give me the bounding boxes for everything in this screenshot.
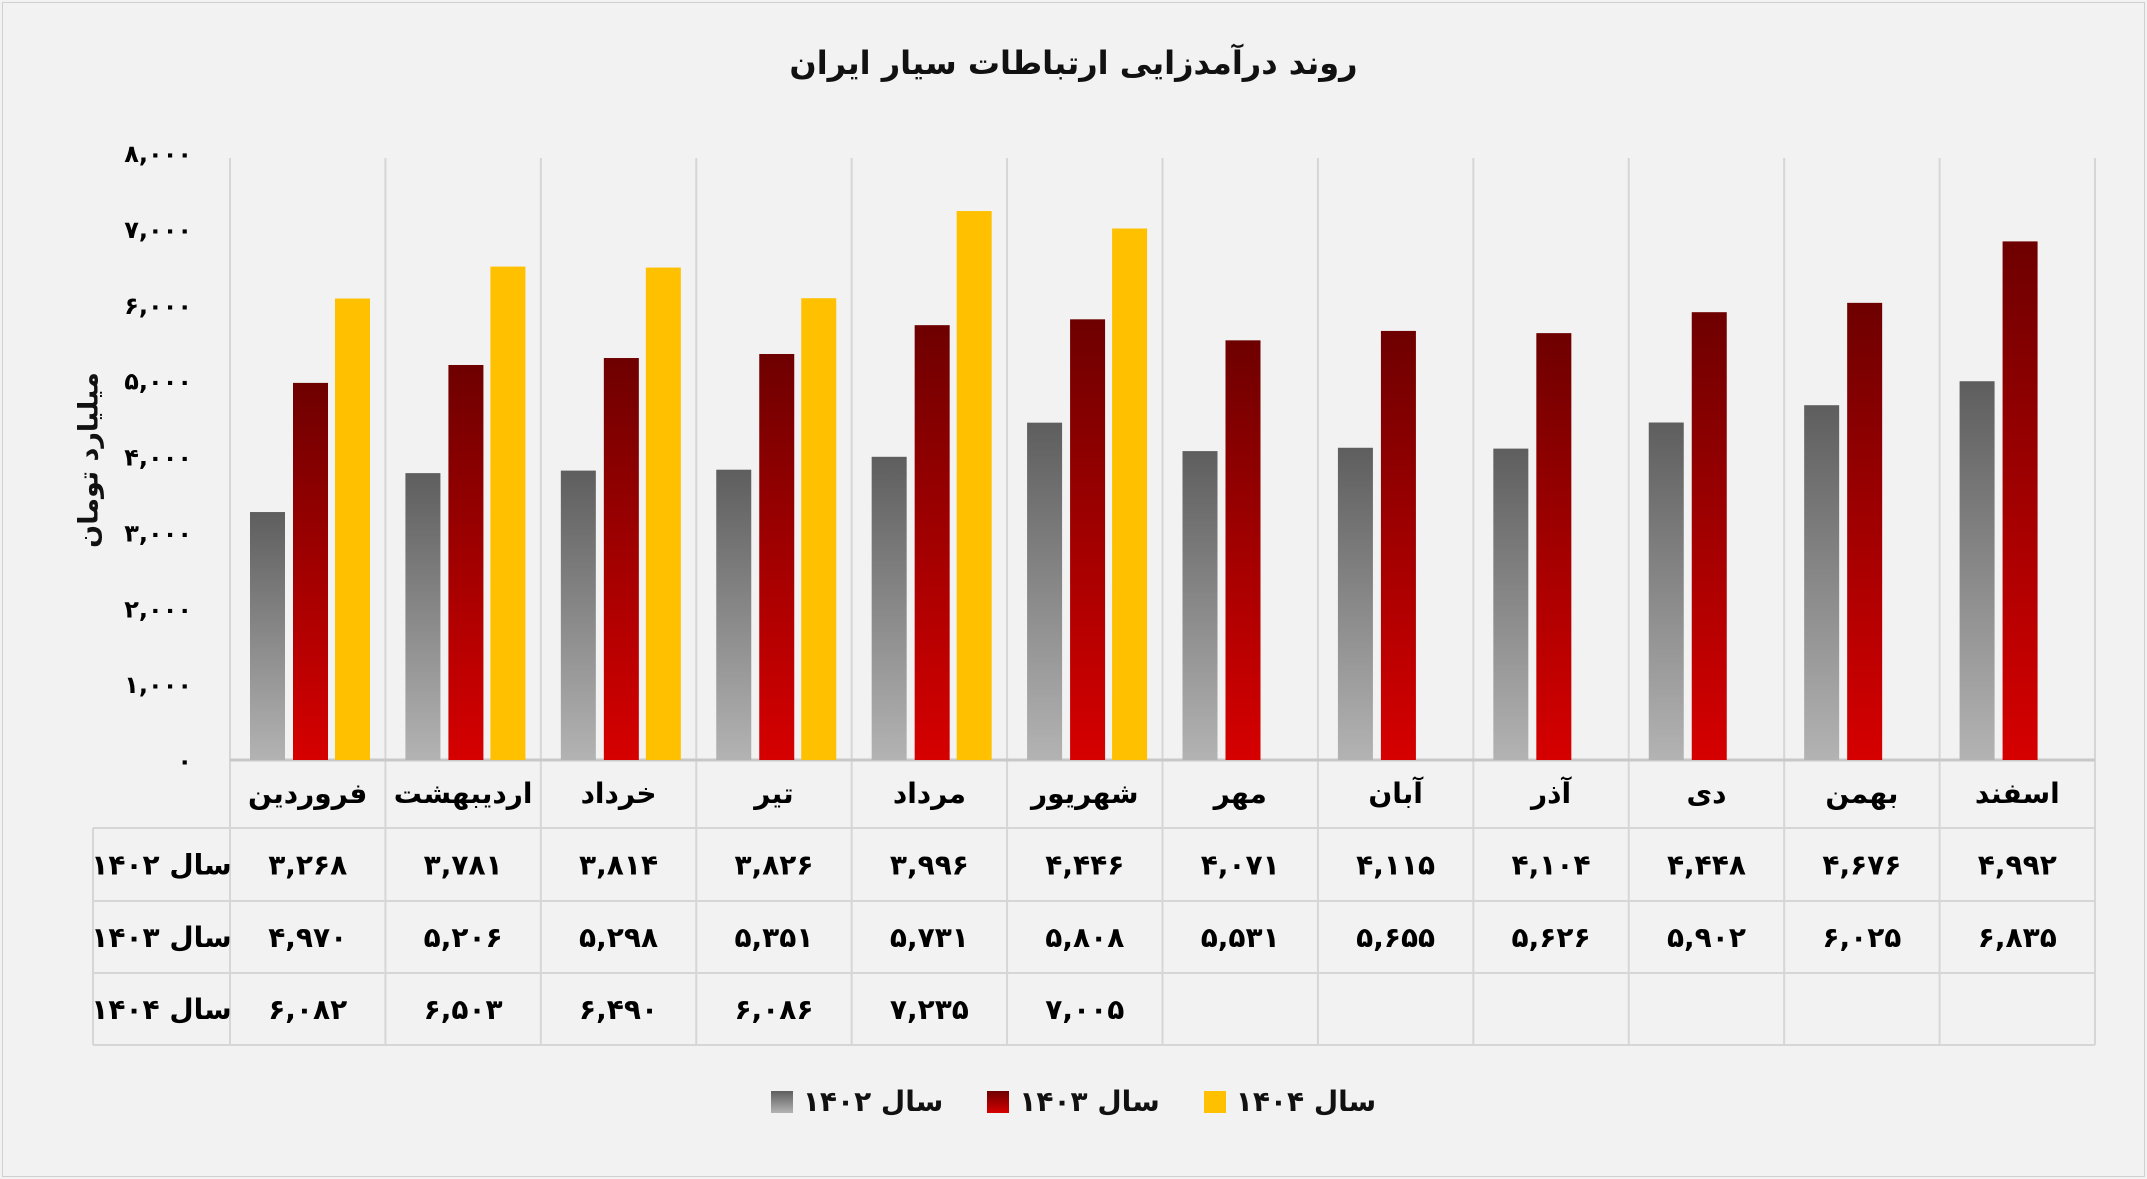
data-label: ۳,۸۲۶ [734, 849, 813, 882]
legend-label: سال ۱۴۰۴ [1235, 1085, 1377, 1118]
category-label: اردیبهشت [394, 777, 533, 810]
data-label: ۶,۴۹۰ [579, 993, 658, 1026]
data-label: ۵,۳۵۱ [734, 921, 813, 954]
data-label: ۶,۸۳۵ [1978, 921, 2057, 954]
bar-2-4 [956, 211, 992, 760]
category-label: خرداد [581, 777, 657, 810]
bar-0-6 [1182, 451, 1218, 760]
legend-label: سال ۱۴۰۲ [802, 1085, 944, 1118]
data-label: ۵,۹۰۲ [1667, 921, 1746, 954]
category-label: شهریور [1029, 777, 1139, 810]
y-tick-label: ۷,۰۰۰ [124, 216, 192, 244]
y-tick-label: ۴,۰۰۰ [124, 444, 192, 472]
bar-1-6 [1225, 340, 1261, 760]
legend: سال ۱۴۰۴ سال ۱۴۰۳ سال ۱۴۰۲ [0, 1085, 2147, 1118]
legend-swatch [770, 1090, 793, 1113]
category-label: آذر [1529, 776, 1572, 810]
y-tick-label: ۵,۰۰۰ [124, 368, 192, 396]
legend-item: سال ۱۴۰۳ [987, 1085, 1160, 1118]
bar-1-1 [448, 364, 484, 760]
bar-0-11 [1959, 381, 1995, 760]
bar-1-4 [914, 325, 950, 760]
bar-0-10 [1804, 405, 1840, 760]
data-label: ۷,۲۳۵ [890, 993, 969, 1026]
legend-item: سال ۱۴۰۴ [1203, 1085, 1377, 1118]
bar-2-2 [645, 267, 681, 760]
legend-label: سال ۱۴۰۳ [1019, 1085, 1160, 1118]
data-label: ۵,۵۳۱ [1201, 921, 1280, 954]
data-label: ۳,۹۹۶ [890, 849, 969, 882]
y-tick-label: ۲,۰۰۰ [124, 595, 192, 623]
data-label: ۶,۰۸۶ [734, 993, 813, 1026]
bar-0-5 [1027, 422, 1063, 760]
bar-0-4 [871, 456, 907, 760]
y-tick-label: ۱,۰۰۰ [124, 671, 192, 699]
category-label: بهمن [1825, 777, 1898, 810]
category-label: فروردین [248, 777, 367, 810]
bar-0-9 [1648, 422, 1684, 760]
data-label: ۶,۰۲۵ [1822, 921, 1901, 954]
data-label: ۴,۹۷۰ [268, 921, 347, 954]
data-label: ۵,۶۲۶ [1512, 921, 1591, 954]
bar-1-9 [1691, 312, 1727, 760]
category-label: مرداد [893, 777, 966, 810]
bar-0-1 [405, 473, 441, 760]
bar-1-3 [759, 353, 795, 760]
data-label: ۴,۰۷۱ [1201, 849, 1280, 882]
bar-0-2 [560, 470, 596, 760]
bar-2-5 [1112, 228, 1148, 761]
data-label: ۵,۲۰۶ [424, 921, 503, 954]
bar-1-7 [1380, 330, 1416, 760]
bar-2-0 [335, 298, 370, 760]
bar-2-1 [490, 266, 526, 760]
data-label: ۳,۷۸۱ [424, 849, 503, 882]
data-label: ۵,۶۵۵ [1356, 921, 1435, 954]
bar-2-3 [801, 298, 837, 760]
data-label: ۴,۴۴۶ [1045, 849, 1124, 882]
data-label: ۶,۰۸۲ [268, 993, 347, 1026]
y-tick-label: ۶,۰۰۰ [124, 292, 192, 320]
data-label: ۳,۲۶۸ [268, 849, 347, 882]
table-series-label: سال ۱۴۰۳ [91, 921, 231, 954]
category-label: تیر [752, 777, 793, 810]
legend-swatch [1203, 1090, 1226, 1113]
data-label: ۴,۱۱۵ [1356, 849, 1435, 882]
category-label: مهر [1212, 777, 1267, 810]
bar-0-8 [1493, 448, 1529, 760]
data-label: ۴,۴۴۸ [1667, 849, 1746, 882]
bar-0-0 [250, 512, 285, 760]
table-series-label: سال ۱۴۰۲ [91, 849, 231, 882]
table-series-label: سال ۱۴۰۴ [91, 993, 231, 1026]
data-label: ۴,۶۷۶ [1822, 849, 1901, 882]
bar-0-7 [1337, 447, 1373, 760]
category-label: دی [1686, 777, 1726, 810]
legend-item: سال ۱۴۰۲ [770, 1085, 944, 1118]
category-label: اسفند [1975, 777, 2060, 810]
data-label: ۴,۹۹۲ [1978, 849, 2057, 882]
category-label: آبان [1368, 776, 1424, 810]
data-label: ۵,۲۹۸ [579, 921, 658, 954]
data-label: ۵,۸۰۸ [1045, 921, 1124, 954]
chart-title: روند درآمدزایی ارتباطات سیار ایران [789, 44, 1358, 82]
legend-swatch [987, 1090, 1010, 1113]
data-label: ۶,۵۰۳ [424, 993, 503, 1026]
data-label: ۷,۰۰۵ [1045, 993, 1124, 1026]
bar-1-2 [603, 358, 639, 760]
data-label: ۴,۱۰۴ [1512, 849, 1591, 882]
bar-0-3 [716, 469, 752, 760]
y-tick-label: ۸,۰۰۰ [124, 140, 192, 168]
bar-1-11 [2002, 241, 2038, 760]
data-label: ۳,۸۱۴ [579, 849, 658, 882]
bar-1-0 [293, 382, 328, 760]
bar-1-5 [1070, 319, 1106, 760]
bar-1-10 [1847, 302, 1883, 760]
y-tick-label: ۳,۰۰۰ [124, 519, 192, 547]
bar-1-8 [1536, 333, 1572, 760]
y-tick-label: ۰ [177, 747, 192, 775]
data-label: ۵,۷۳۱ [890, 921, 969, 954]
